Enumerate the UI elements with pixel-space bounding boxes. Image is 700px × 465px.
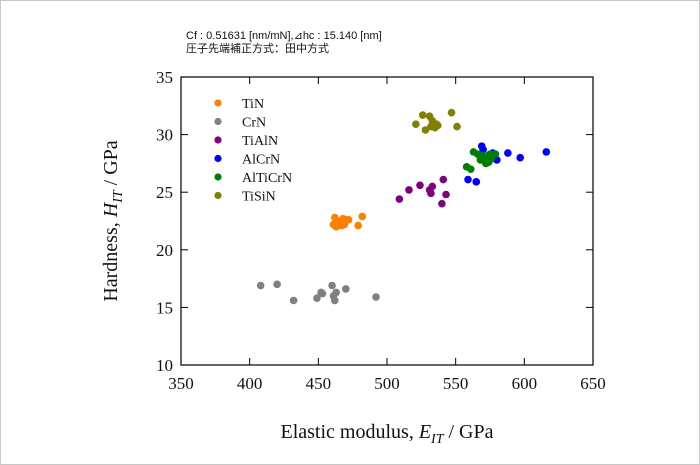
legend-marker-tin <box>214 99 222 107</box>
point-tisin <box>434 121 442 130</box>
point-crn <box>289 296 298 305</box>
point-tialn <box>439 175 448 184</box>
legend-label-alticrn: AlTiCrN <box>242 171 292 186</box>
legend: TiN CrN TiAlN AlCrN AlTiCrN TiSiN <box>214 97 292 205</box>
x-tick-label: 350 <box>168 374 194 393</box>
y-axis-subscript: IT <box>111 189 126 204</box>
point-crn <box>256 281 265 290</box>
point-alticrn <box>491 150 500 158</box>
header-cf-line: Cf : 0.51631 [nm/mN],⊿hc : 15.140 [nm] <box>186 30 382 42</box>
point-alcrn <box>472 178 481 186</box>
header-correction-line: 圧子先端補正方式：田中方式 <box>186 43 329 55</box>
legend-marker-tisin <box>214 191 222 200</box>
measurement-header: Cf : 0.51631 [nm/mN],⊿hc : 15.140 [nm] 圧… <box>186 30 382 56</box>
point-alcrn <box>516 153 525 162</box>
legend-label-tisin: TiSiN <box>242 190 276 205</box>
x-axis-symbol: E <box>418 421 431 443</box>
data-points <box>256 108 551 305</box>
point-alcrn <box>542 148 551 156</box>
point-crn <box>332 288 340 297</box>
y-tick-label: 10 <box>156 356 173 375</box>
x-axis-title: Elastic modulus, EIT / GPa <box>281 421 494 447</box>
legend-label-tin: TiN <box>242 97 264 112</box>
point-tialn <box>428 182 437 191</box>
point-alcrn <box>504 149 512 157</box>
point-crn <box>331 296 339 305</box>
tick-labels: 350 400 450 500 550 600 650 10 15 20 25 30 35 <box>156 68 606 393</box>
x-tick-label: 600 <box>512 374 538 393</box>
point-alticrn <box>466 165 475 173</box>
x-tick-label: 650 <box>580 374 606 393</box>
point-crn <box>273 280 281 289</box>
x-tick-label: 400 <box>237 374 263 393</box>
y-tick-label: 35 <box>156 68 173 87</box>
point-tialn <box>442 190 450 199</box>
y-axis-symbol: H <box>100 201 122 218</box>
point-alcrn <box>479 145 487 154</box>
point-tisin <box>412 120 420 129</box>
legend-label-crn: CrN <box>242 116 266 131</box>
point-tialn <box>427 189 435 198</box>
x-tick-label: 450 <box>306 374 332 393</box>
legend-marker-alcrn <box>214 154 222 163</box>
point-tisin <box>418 111 427 119</box>
point-crn <box>318 289 327 298</box>
y-tick-label: 30 <box>156 126 173 145</box>
point-tialn <box>405 186 413 194</box>
point-tisin <box>447 108 456 117</box>
y-tick-label: 20 <box>156 241 173 260</box>
legend-marker-crn <box>214 117 222 126</box>
y-tick-label: 25 <box>156 183 173 202</box>
legend-label-tialn: TiAlN <box>242 134 278 149</box>
point-tisin <box>453 122 461 131</box>
point-tin <box>354 221 362 230</box>
point-crn <box>372 293 380 301</box>
point-crn <box>328 281 336 290</box>
x-axis-title-text: Elastic modulus, <box>281 421 419 443</box>
legend-label-alcrn: AlCrN <box>242 153 280 168</box>
point-tisin <box>421 126 430 134</box>
x-axis-subscript: IT <box>430 432 445 447</box>
y-tick-label: 15 <box>156 298 173 317</box>
point-tin <box>344 216 353 224</box>
x-tick-label: 500 <box>374 374 400 393</box>
x-axis-unit: / GPa <box>444 421 494 443</box>
legend-marker-alticrn <box>214 173 222 181</box>
x-tick-label: 550 <box>443 374 469 393</box>
point-tialn <box>438 199 446 208</box>
point-crn <box>342 285 350 293</box>
point-crn <box>313 294 321 302</box>
point-tialn <box>395 195 404 203</box>
y-axis-title-text: Hardness, <box>100 217 122 301</box>
y-axis-title: Hardness, HIT / GPa <box>100 140 126 301</box>
point-alcrn <box>464 175 472 184</box>
point-tin <box>358 212 367 221</box>
y-axis-unit: / GPa <box>100 140 122 190</box>
axis-ticks <box>180 76 594 366</box>
point-tialn <box>416 181 424 190</box>
legend-marker-tialn <box>214 136 222 144</box>
